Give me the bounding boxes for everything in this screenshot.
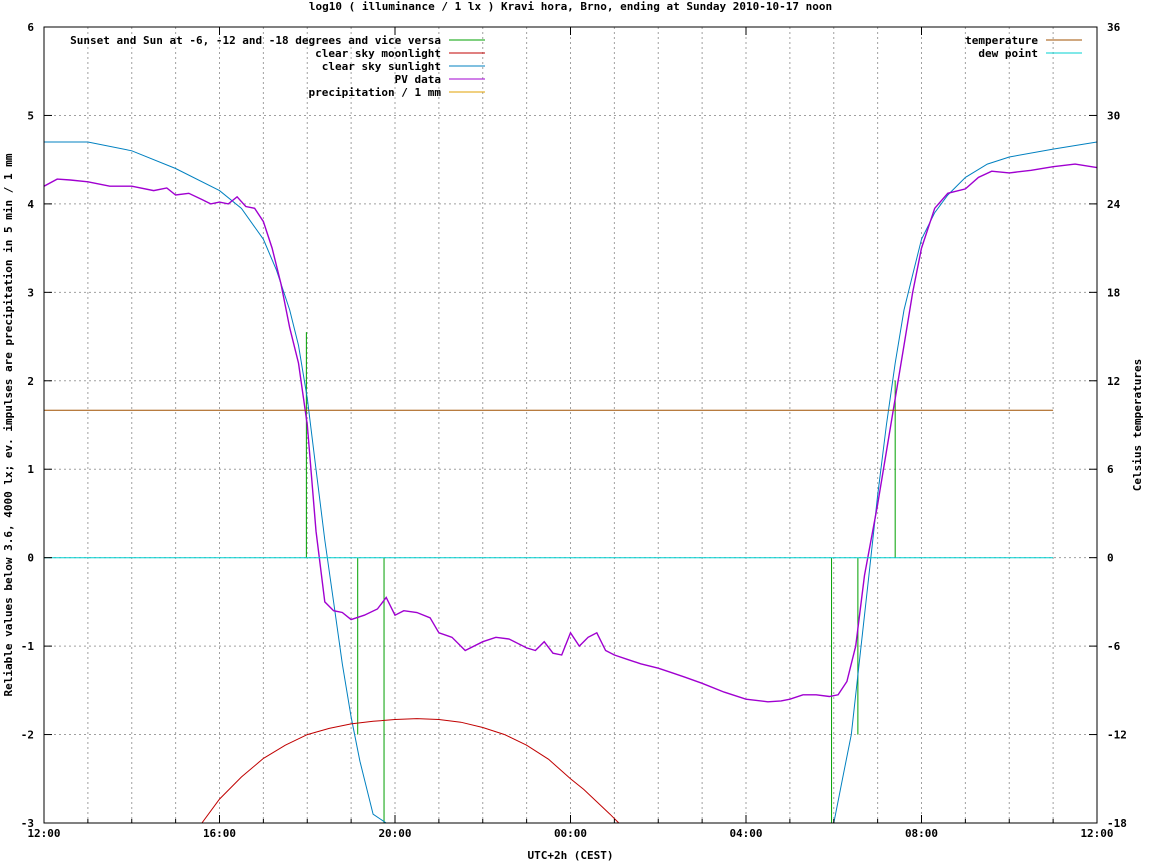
y-tick-label: 0 [27, 552, 34, 565]
x-tick-label: 04:00 [729, 827, 762, 840]
series-pv-data-line [44, 163, 1097, 703]
legend-entry-label: clear sky moonlight [315, 47, 441, 60]
x-tick-label: 00:00 [554, 827, 587, 840]
legend-entry-label: Sunset and Sun at -6, -12 and -18 degree… [70, 34, 441, 47]
x-tick-label: 08:00 [905, 827, 938, 840]
y-tick-label: 2 [27, 375, 34, 388]
ticks: 12:00 16:00 20:00 00:00 04:00 08:00 12:00-3-2-… [21, 21, 1127, 840]
y2-tick-label: -18 [1107, 817, 1127, 830]
y2-axis-label: Celsius temperatures [1131, 359, 1144, 491]
x-tick-label: 20:00 [378, 827, 411, 840]
series-clear-sky-sunlight-line [44, 141, 1097, 823]
grid [44, 27, 1097, 823]
y2-tick-label: 30 [1107, 109, 1120, 122]
x-tick-label: 12:00 [1080, 827, 1113, 840]
x-axis-label: UTC+2h (CEST) [527, 849, 613, 862]
x-tick-label: 12:00 [27, 827, 60, 840]
x-tick-label: 16:00 [203, 827, 236, 840]
legend-entry-label: clear sky sunlight [322, 60, 441, 73]
y2-tick-label: 24 [1107, 198, 1121, 211]
series-layer [44, 141, 1097, 823]
y2-tick-label: -12 [1107, 729, 1127, 742]
y-tick-label: -3 [21, 817, 34, 830]
legend-entry-label: temperature [965, 34, 1038, 47]
y-tick-label: -2 [21, 729, 34, 742]
y-tick-label: 3 [27, 286, 34, 299]
y2-tick-label: 12 [1107, 375, 1120, 388]
y2-tick-label: -6 [1107, 640, 1121, 653]
series-clear-sky-moonlight-line [201, 718, 620, 823]
y2-tick-label: 6 [1107, 463, 1114, 476]
y-tick-label: 5 [27, 109, 34, 122]
y-axis-label: Reliable values below 3.6, 4000 lx; ev. … [2, 153, 15, 696]
y-tick-label: 1 [27, 463, 34, 476]
y-tick-label: -1 [21, 640, 35, 653]
chart-title: log10 ( illuminance / 1 lx ) Kravi hora,… [309, 0, 832, 13]
legend-entry-label: precipitation / 1 mm [309, 86, 442, 99]
y2-tick-label: 0 [1107, 552, 1114, 565]
y2-tick-label: 18 [1107, 286, 1120, 299]
legend: Sunset and Sun at -6, -12 and -18 degree… [70, 34, 1082, 99]
y2-tick-label: 36 [1107, 21, 1121, 34]
y-tick-label: 6 [27, 21, 34, 34]
legend-entry-label: PV data [395, 73, 441, 86]
y-tick-label: 4 [27, 198, 34, 211]
legend-entry-label: dew point [978, 47, 1038, 60]
